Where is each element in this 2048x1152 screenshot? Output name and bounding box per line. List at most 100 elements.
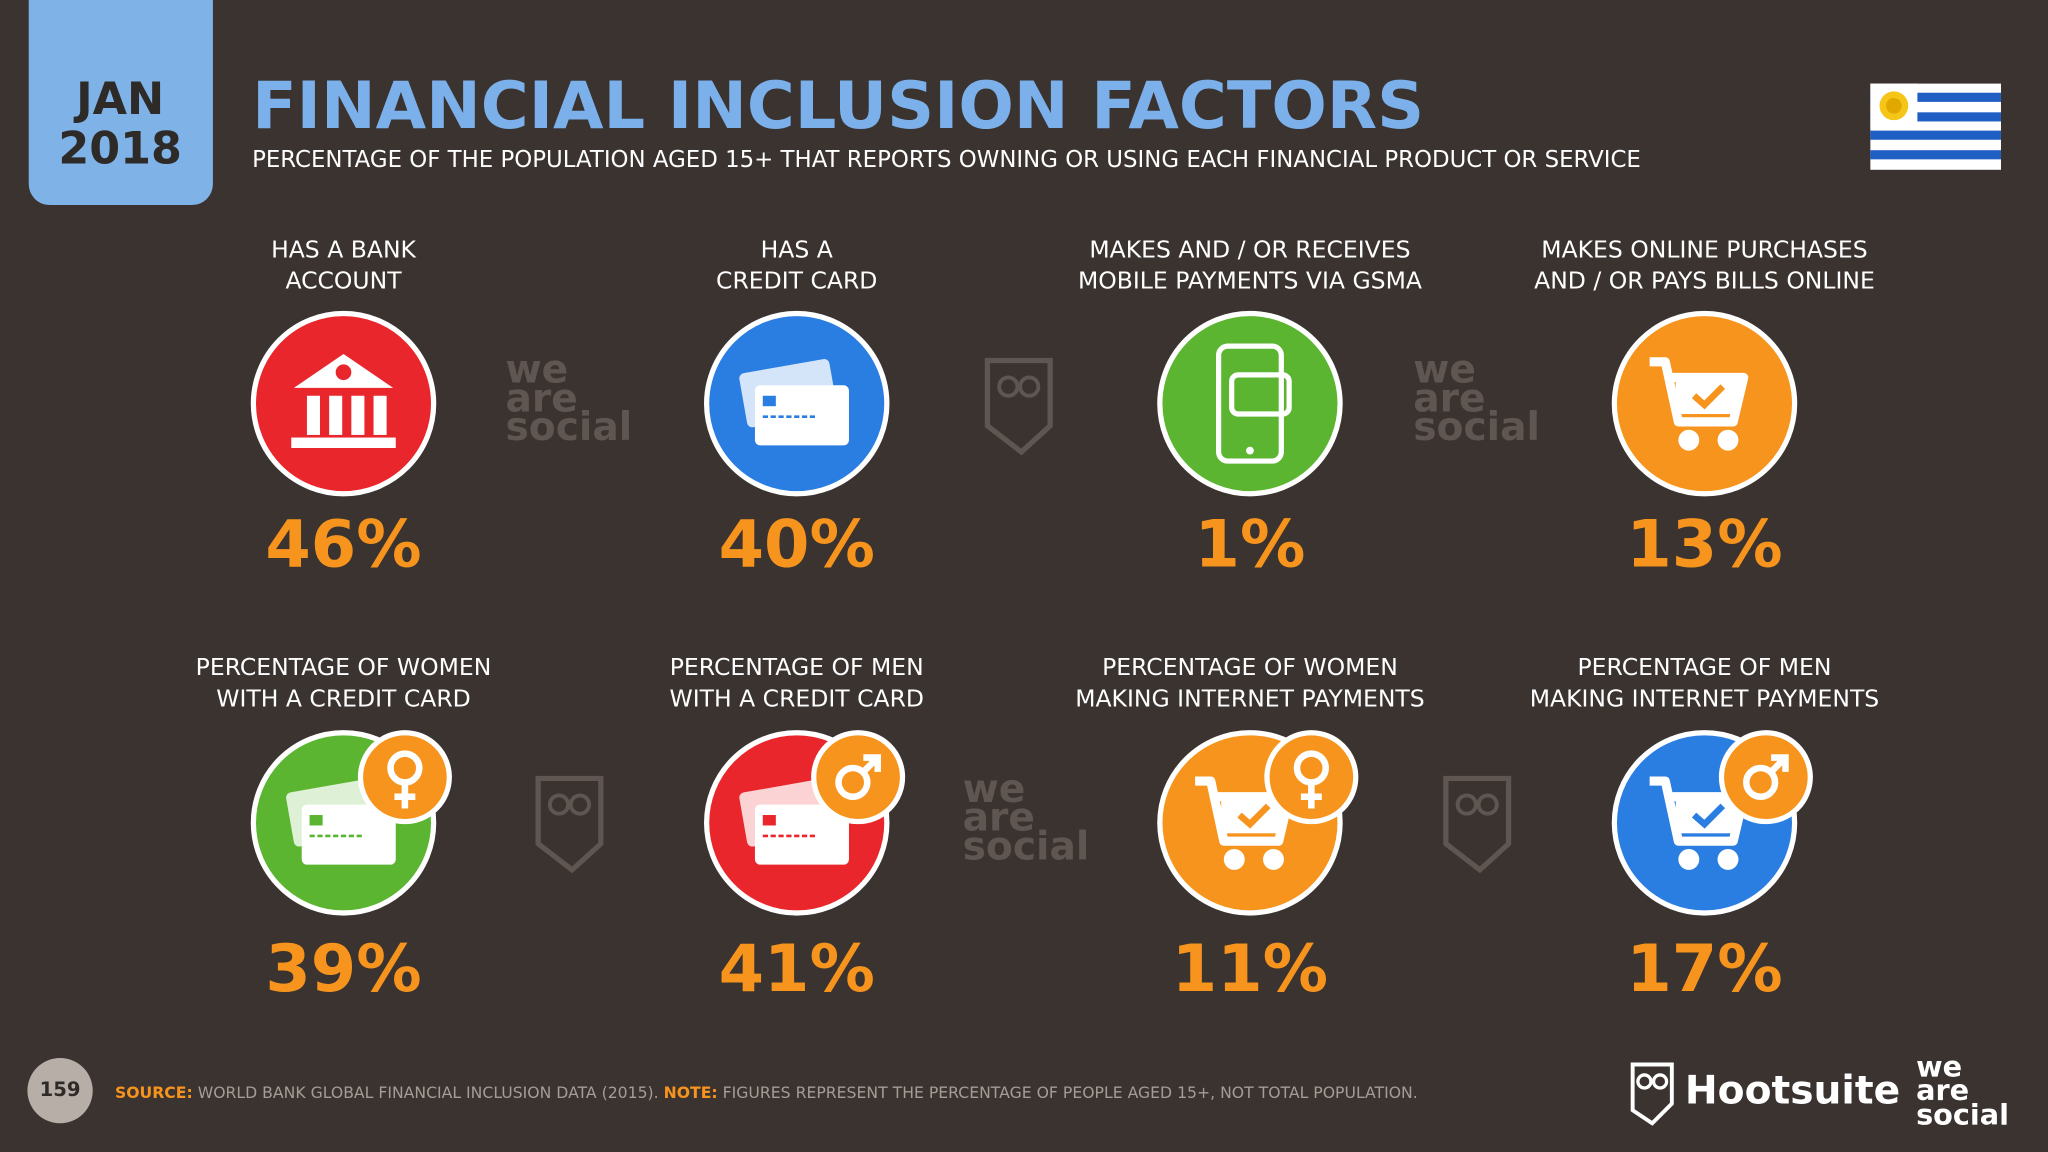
owl-watermark [535,775,604,874]
icon-circle [250,310,437,497]
icon-check [1691,803,1726,829]
owl-eye [997,375,1020,398]
owl-eye [1455,793,1478,816]
hootsuite-owl [1630,1062,1674,1126]
factor-card: PERCENTAGE OF WOMEN WITH A CREDIT CARD 39% [196,653,492,1007]
watermark-line: are [505,376,577,421]
watermark-line: social [505,405,632,450]
factor-label: MAKING INTERNET PAYMENTS [1530,685,1880,713]
owl-outline [984,357,1053,456]
source-text: WORLD BANK GLOBAL FINANCIAL INCLUSION DA… [198,1083,659,1102]
factor-label: PERCENTAGE OF WOMEN [196,653,492,681]
factor-value: 17% [1626,931,1782,1007]
logo-line: are [1916,1073,1969,1107]
icon-basket [1675,799,1739,834]
badge-year: 2018 [58,124,182,175]
icon-wheel [1717,848,1739,870]
gender-arrow [1768,754,1789,775]
icon-pillar [373,395,387,435]
icon-screen [1229,372,1292,417]
factor-label: HAS A [761,235,833,263]
factor-value: 1% [1195,507,1306,583]
icon-circle [1157,310,1343,497]
icon-wheel [1717,429,1739,451]
factor-card: PERCENTAGE OF MEN MAKING INTERNET PAYMENT… [1530,653,1880,1007]
factor-label: MAKES ONLINE PURCHASES [1541,235,1867,263]
factor-label: PERCENTAGE OF MEN [670,653,924,681]
factor-card: MAKES ONLINE PURCHASES AND / OR PAYS BILL… [1534,235,1875,582]
factor-label: WITH A CREDIT CARD [216,685,471,713]
watermark-line: we [505,348,568,393]
badge-month: JAN [73,74,164,125]
subtitle: PERCENTAGE OF THE POPULATION AGED 15+ TH… [252,147,1641,173]
logo-line: we [1916,1049,1962,1083]
gender-cross [394,782,416,809]
icon-button [1246,446,1254,455]
watermark-line: social [963,824,1090,869]
factor-value: 40% [719,507,875,583]
icon-pillar [306,395,320,435]
owl-eye [1476,793,1499,816]
factor-card: HAS A BANK ACCOUNT 46% [250,235,437,583]
factor-value: 13% [1626,507,1782,583]
watermark-line: are [1413,376,1485,421]
title: FINANCIAL INCLUSION FACTORS [252,68,1424,144]
note-text: FIGURES REPRESENT THE PERCENTAGE OF PEOP… [723,1083,1418,1102]
gender-ring [1743,764,1779,800]
icon-basket [1221,799,1284,834]
gender-arrow [861,754,881,775]
factor-card: HAS A CREDIT CARD 40% [704,235,890,583]
factor-value: 11% [1172,931,1328,1007]
factor-label: MAKES AND / OR RECEIVES [1089,235,1410,263]
factor-label: HAS A BANK [271,235,416,263]
gender-badge [1718,730,1813,825]
factor-label: ACCOUNT [285,267,402,295]
source-label: SOURCE: [115,1083,193,1102]
watermark-line: social [1413,405,1540,450]
icon-basket [1675,380,1739,415]
gender-cross [1300,782,1322,809]
gender-badge [1264,730,1359,825]
icon-chip [309,815,323,826]
factor-label: WITH A CREDIT CARD [669,685,924,713]
source-line: SOURCE: WORLD BANK GLOBAL FINANCIAL INCL… [115,1083,1418,1102]
icon-pillar [329,395,343,435]
date-badge [28,0,213,206]
gender-ring [835,764,871,800]
gender-badge [811,730,906,825]
factor-label: PERCENTAGE OF WOMEN [1102,653,1398,681]
factor-label: CREDIT CARD [716,267,877,295]
page-number: 159 [40,1078,81,1101]
icon-pillar [351,395,365,435]
icon-check [1237,803,1271,829]
factor-card: PERCENTAGE OF WOMEN MAKING INTERNET PAYME… [1075,653,1425,1007]
flag [1870,83,2001,170]
factor-label: MAKING INTERNET PAYMENTS [1075,685,1425,713]
note-label: NOTE: [664,1083,718,1102]
factor-label: MOBILE PAYMENTS VIA GSMA [1078,267,1422,295]
factor-label: PERCENTAGE OF MEN [1578,653,1832,681]
icon-chip [762,395,776,407]
watermark-line: we [963,767,1026,812]
factor-label: AND / OR PAYS BILLS ONLINE [1534,267,1875,295]
icon-wheel [1263,848,1284,870]
factor-card: MAKES AND / OR RECEIVES MOBILE PAYMENTS V… [1078,235,1422,582]
owl-watermark [1443,775,1512,874]
owl-eye [547,793,571,816]
icon-cart [1649,357,1749,427]
owl-outline [1443,775,1512,874]
icon-wheel [1223,848,1245,870]
factor-value: 41% [719,931,875,1007]
icon-wheel [1678,848,1700,870]
owl-eye [1018,375,1041,398]
logo-line: social [1916,1098,2009,1132]
owl-outline [535,775,604,874]
owl-watermark [984,357,1053,456]
owl-eye [568,793,592,816]
icon-wheel [1678,429,1700,451]
watermark-line: are [963,796,1035,841]
